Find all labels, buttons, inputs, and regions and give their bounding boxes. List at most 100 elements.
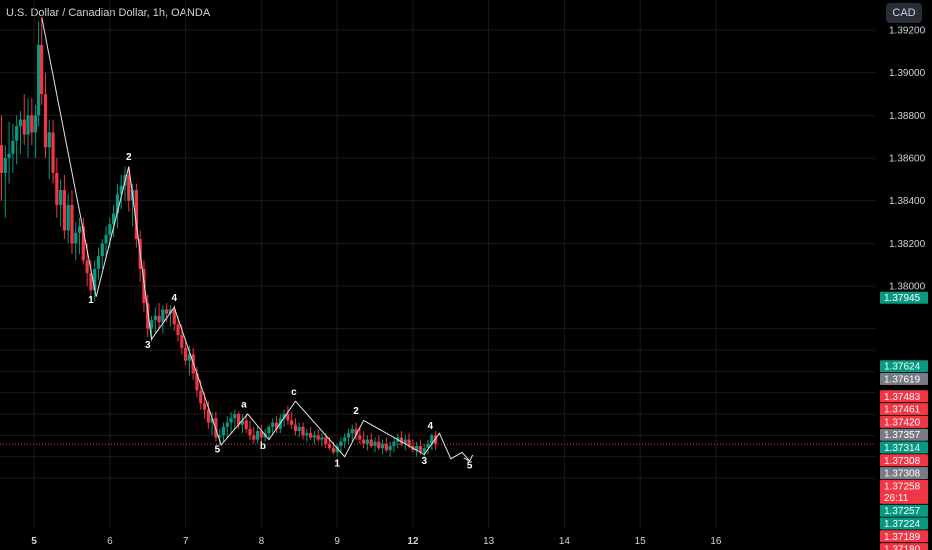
candle-body [369, 439, 373, 446]
y-tick-label: 1.39200 [889, 26, 926, 37]
price-badge [880, 467, 928, 480]
price-badge [880, 479, 928, 504]
candle-body [430, 435, 434, 444]
candle-body [248, 428, 252, 436]
y-tick-label: 1.38000 [889, 282, 926, 293]
price-badge [880, 504, 928, 517]
candle-body [180, 335, 184, 348]
x-tick-label: 5 [31, 536, 37, 547]
candle-body [225, 422, 229, 427]
candle-body [343, 437, 347, 442]
candle-body [240, 420, 245, 425]
candle-body [112, 213, 116, 225]
candle-body [206, 409, 210, 423]
x-tick-label: 6 [107, 536, 113, 547]
price-badge [880, 454, 928, 467]
wave-label: 3 [421, 456, 427, 467]
candle-body [93, 268, 97, 291]
candle-body [210, 418, 214, 423]
candle-body [89, 273, 93, 291]
wave-label: 2 [353, 406, 359, 417]
candle-body [301, 426, 305, 436]
candle-body [312, 435, 316, 438]
candle-body [127, 175, 131, 201]
price-badge [880, 373, 928, 386]
candle-body [40, 44, 44, 94]
candle-body [350, 428, 354, 434]
candle-body [327, 443, 332, 449]
price-badge [880, 530, 928, 543]
candle-body [59, 190, 63, 205]
price-badge [880, 441, 928, 454]
x-tick-label: 7 [183, 536, 189, 547]
candle-body [7, 153, 11, 158]
price-badge-label: 1.37314 [884, 443, 921, 454]
candle-body [259, 431, 263, 438]
candle-body [66, 204, 70, 231]
candle-body [380, 443, 385, 449]
candle-body [18, 119, 23, 126]
candle-body [0, 145, 4, 173]
candle-body [346, 433, 351, 438]
candle-body [134, 190, 138, 240]
chart-title: U.S. Dollar / Canadian Dollar, 1h, OANDA [6, 7, 211, 19]
candle-body [108, 224, 112, 235]
candle-body [26, 115, 30, 135]
x-tick-label: 13 [483, 536, 495, 547]
x-tick-label: 15 [635, 536, 647, 547]
candle-body [267, 426, 271, 434]
candle-body [305, 433, 309, 436]
candle-body [290, 420, 294, 425]
price-badge-countdown: 26:11 [884, 493, 909, 504]
price-badge-label: 1.37308 [884, 469, 921, 480]
wave-arrow-head [463, 454, 474, 462]
price-badge-label: 1.37357 [884, 430, 921, 441]
wave-label: 5 [215, 444, 221, 455]
candle-body [407, 439, 411, 446]
candle-body [77, 226, 82, 233]
candle-body [157, 315, 161, 323]
candle-body [184, 347, 188, 361]
candle-body [15, 126, 19, 141]
candle-body [146, 303, 150, 329]
candle-body [399, 437, 404, 444]
candle-body [11, 140, 15, 154]
wave-label: 4 [428, 421, 434, 432]
candle-body [172, 309, 176, 325]
currency-badge[interactable]: CAD [886, 3, 922, 23]
candle-body [47, 132, 51, 148]
candle-body [255, 431, 260, 440]
candle-body [165, 309, 169, 314]
candle-body [271, 422, 275, 427]
candle-body [142, 268, 146, 304]
candle-body [377, 441, 381, 449]
price-badge-label: 1.37624 [884, 362, 921, 373]
price-badge [880, 403, 928, 416]
candle-body [43, 94, 48, 148]
price-badge-label: 1.37945 [884, 293, 921, 304]
candle-body [161, 309, 165, 323]
candle-body [237, 414, 241, 425]
price-badge-label: 1.37461 [884, 405, 921, 416]
candle-body [365, 439, 370, 444]
wave-label: 1 [88, 295, 94, 306]
candle-body [274, 422, 279, 429]
price-badge-label: 1.37224 [884, 519, 921, 530]
candle-body [221, 426, 226, 436]
candle-body [3, 158, 7, 173]
candle-body [62, 190, 66, 231]
x-tick-label: 9 [334, 536, 340, 547]
wave-label: 5 [467, 460, 473, 471]
candle-body [30, 115, 34, 133]
candle-body [320, 437, 324, 440]
candle-body [187, 354, 191, 361]
candle-body [149, 320, 154, 329]
price-badge-label: 1.37189 [884, 532, 921, 543]
price-badge-label: 1.37420 [884, 417, 921, 428]
y-tick-label: 1.38800 [889, 111, 926, 122]
candle-body [316, 435, 320, 440]
candle-body [362, 439, 366, 444]
candle-body [282, 414, 286, 419]
